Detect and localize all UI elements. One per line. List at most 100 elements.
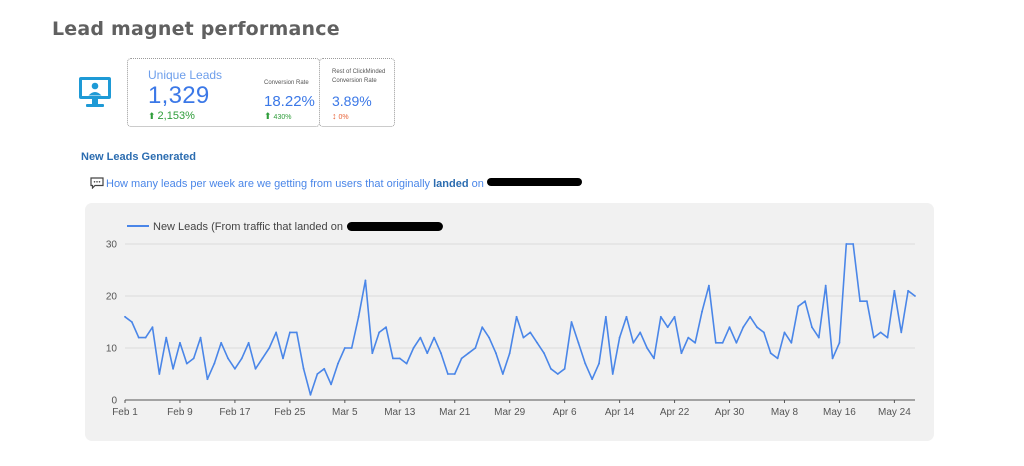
data-point	[392, 357, 394, 360]
data-point	[783, 331, 786, 334]
data-point	[893, 289, 896, 292]
data-point	[337, 362, 339, 365]
data-point	[625, 315, 628, 318]
data-point	[536, 341, 539, 344]
data-point	[357, 315, 360, 318]
data-point	[714, 341, 717, 344]
data-point	[501, 373, 504, 375]
data-point	[556, 373, 559, 375]
rest-conversion-label: Rest of ClickMinded Conversion Rate	[332, 68, 385, 86]
data-point	[749, 315, 752, 318]
data-point	[268, 347, 271, 349]
data-point	[247, 341, 250, 344]
rest-conversion-scorecard: Rest of ClickMinded Conversion Rate 3.89…	[319, 58, 395, 127]
data-point	[295, 331, 298, 334]
page-title: Lead magnet performance	[52, 18, 340, 40]
data-point	[701, 310, 703, 313]
data-point	[591, 378, 594, 381]
data-point	[495, 352, 497, 355]
rest-conversion-change: ↕ 0%	[332, 111, 349, 121]
data-point	[529, 331, 532, 334]
data-point	[776, 357, 779, 360]
question-text: How many leads per week are we getting f…	[90, 177, 582, 192]
unique-leads-change: ⬆ 2,153%	[148, 110, 195, 122]
arrow-up-icon: ⬆	[148, 111, 156, 121]
data-point	[666, 326, 669, 329]
data-point	[199, 336, 202, 339]
data-point	[838, 341, 841, 344]
data-point	[440, 352, 442, 355]
redaction-bar	[486, 178, 582, 186]
data-point	[213, 362, 216, 365]
data-point	[804, 300, 806, 303]
data-point	[900, 331, 903, 334]
data-point	[659, 315, 662, 318]
arrow-up-icon: ⬆	[264, 111, 272, 121]
data-point	[433, 336, 436, 339]
legend-redaction-bar	[346, 222, 443, 231]
data-point	[151, 326, 154, 329]
legend-label: New Leads (From traffic that landed on	[153, 221, 343, 233]
data-point	[158, 373, 161, 375]
unique-leads-scorecard: Unique Leads 1,329 ⬆ 2,153% Conversion Ra…	[127, 58, 320, 127]
data-point	[288, 331, 291, 334]
data-point	[756, 326, 758, 329]
data-point	[378, 331, 381, 334]
data-point	[385, 326, 387, 329]
data-point	[797, 305, 800, 308]
x-tick-label: Apr 30	[715, 407, 745, 418]
rest-conversion-value: 3.89%	[332, 93, 372, 109]
data-point	[598, 362, 600, 365]
section-title: New Leads Generated	[81, 151, 196, 163]
x-tick-label: Feb 25	[274, 407, 306, 418]
x-tick-label: Feb 1	[112, 407, 138, 418]
data-point	[859, 300, 861, 303]
data-point	[824, 284, 827, 287]
data-point	[508, 352, 511, 355]
data-point	[234, 367, 236, 370]
data-point	[371, 352, 374, 355]
x-tick-label: Mar 5	[332, 407, 358, 418]
data-point	[343, 347, 346, 349]
data-point	[172, 367, 174, 370]
data-point	[185, 362, 188, 365]
y-tick-label: 20	[106, 292, 118, 303]
data-point	[639, 331, 642, 334]
unique-leads-change-value: 2,153%	[157, 110, 195, 122]
data-point	[460, 357, 463, 360]
question-bold: landed	[433, 178, 469, 190]
data-point	[467, 352, 470, 355]
unique-leads-label: Unique Leads	[148, 68, 223, 82]
arrow-updown-icon: ↕	[332, 111, 337, 121]
data-point	[350, 347, 353, 349]
monitor-user-icon	[78, 76, 112, 108]
data-point	[364, 279, 367, 282]
data-point	[206, 378, 209, 381]
x-tick-label: Mar 21	[439, 407, 471, 418]
data-point	[488, 336, 490, 339]
data-point	[453, 373, 456, 375]
data-point	[914, 295, 916, 297]
y-tick-label: 0	[111, 396, 117, 407]
data-point	[124, 315, 126, 318]
new-leads-chart: 0 10 20 30 Feb 1 Feb 9 Feb 17 Feb 25 Mar 5 Mar 13…	[85, 203, 934, 441]
data-point	[694, 341, 697, 344]
data-point	[481, 326, 484, 329]
y-tick-label: 10	[106, 344, 118, 355]
x-tick-label: Apr 14	[605, 407, 635, 418]
data-point	[254, 367, 257, 370]
comment-icon	[90, 177, 104, 192]
data-point	[137, 336, 140, 339]
data-point	[907, 289, 910, 292]
rest-label-line2: Conversion Rate	[332, 78, 377, 84]
x-tick-label: Apr 6	[553, 407, 577, 418]
line-chart-svg: 0 10 20 30 Feb 1 Feb 9 Feb 17 Feb 25 Mar 5 Mar 13…	[106, 221, 916, 418]
data-point	[570, 321, 573, 323]
data-point	[522, 336, 525, 339]
data-point	[550, 367, 552, 370]
data-point	[769, 352, 772, 355]
data-point	[419, 336, 422, 339]
data-point	[831, 357, 834, 360]
data-point	[192, 357, 195, 360]
data-point	[316, 373, 319, 375]
